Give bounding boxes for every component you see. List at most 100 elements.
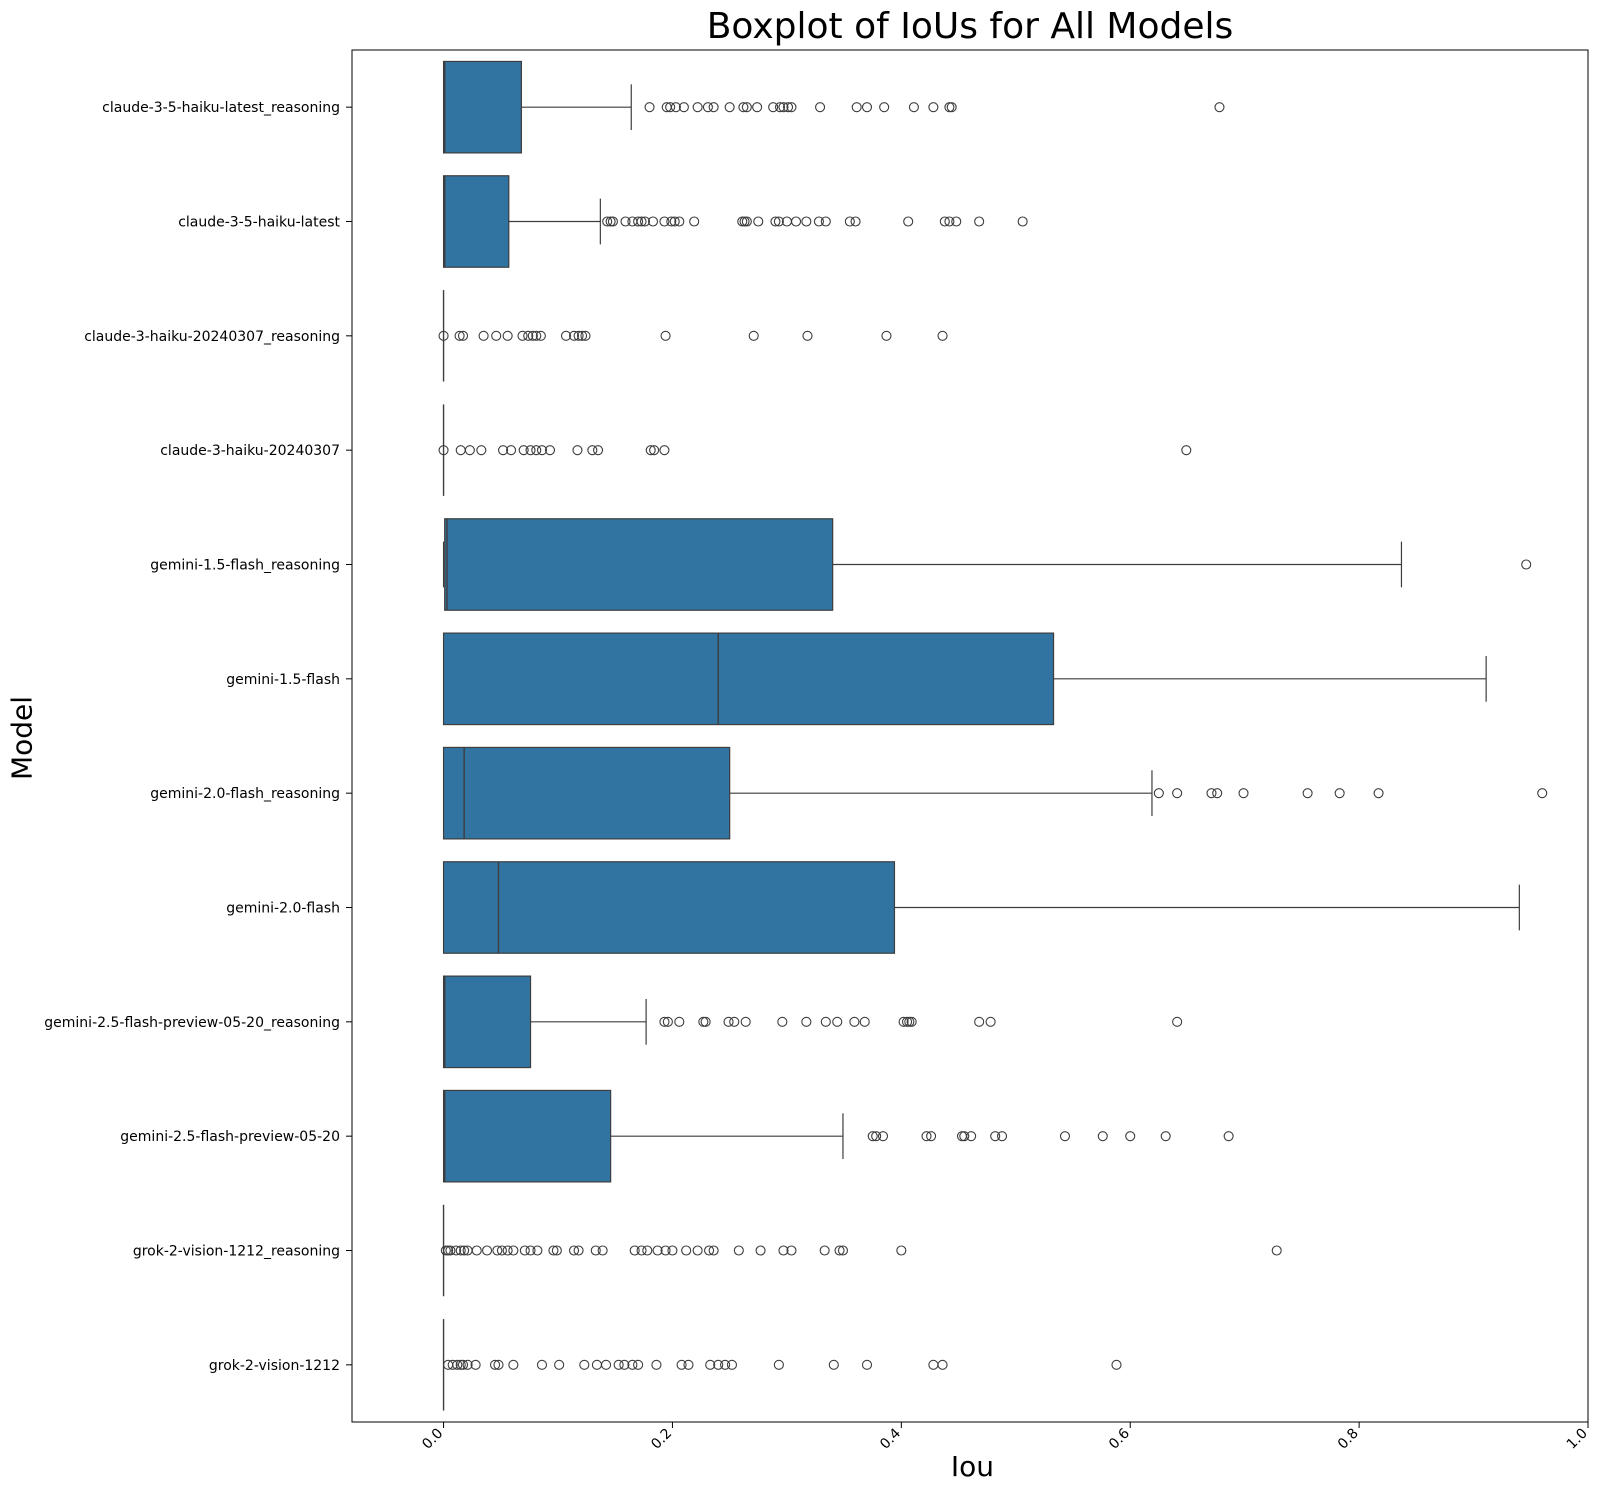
y-tick-label: grok-2-vision-1212: [209, 1358, 340, 1374]
outlier-point: [560, 330, 572, 341]
outlier-point: [662, 1016, 673, 1027]
outlier-point: [601, 1359, 612, 1370]
outlier-point: [871, 1131, 882, 1142]
outlier-point: [471, 1245, 482, 1256]
outlier-point: [1172, 1016, 1183, 1027]
outlier-point: [619, 1359, 630, 1370]
outlier-point: [652, 1245, 663, 1256]
outlier-point: [525, 1245, 536, 1256]
y-tick-label: claude-3-5-haiku-latest_reasoning: [102, 100, 340, 116]
outlier-point: [801, 1016, 812, 1027]
outlier-point: [455, 445, 466, 456]
x-tick-label: 0.0: [419, 1426, 446, 1453]
outlier-point: [447, 1359, 458, 1370]
outlier-point: [834, 1245, 845, 1256]
outlier-point: [1537, 788, 1548, 799]
outlier-point: [926, 1131, 937, 1142]
outlier-point: [613, 1359, 624, 1370]
outlier-point: [579, 1359, 590, 1370]
outlier-point: [532, 1245, 543, 1256]
plot-frame: [351, 49, 1589, 1423]
outlier-point: [768, 102, 779, 113]
box: [442, 975, 532, 1069]
outlier-point: [674, 216, 685, 227]
outlier-point: [481, 1245, 493, 1256]
outlier-point: [1111, 1359, 1122, 1370]
outlier-point: [1206, 788, 1217, 799]
outlier-point: [774, 102, 786, 113]
outlier-point: [928, 102, 939, 113]
outlier-point: [974, 216, 985, 227]
outlier-point: [820, 216, 831, 227]
outlier-point: [1153, 788, 1164, 799]
outlier-point: [573, 330, 584, 341]
y-tick-label: gemini-2.0-flash: [226, 901, 340, 917]
outlier-point: [620, 216, 631, 227]
outlier-point: [491, 330, 502, 341]
outlier-point: [773, 216, 784, 227]
outlier-point: [704, 1245, 715, 1256]
outlier-point: [660, 330, 671, 341]
outlier-point: [819, 1245, 830, 1256]
outlier-point: [850, 216, 861, 227]
outlier-point: [773, 1359, 784, 1370]
y-tick-label: gemini-2.5-flash-preview-05-20: [120, 1129, 340, 1145]
outlier-point: [597, 1245, 608, 1256]
outlier-point: [786, 1245, 797, 1256]
outlier-point: [778, 102, 789, 113]
outlier-point: [627, 1359, 638, 1370]
chart-title: Boxplot of IoUs for All Models: [706, 6, 1234, 47]
outlier-point: [720, 1359, 731, 1370]
outlier-point: [536, 1359, 548, 1370]
outlier-point: [438, 330, 449, 341]
outlier-point: [837, 1245, 849, 1256]
outlier-point: [752, 102, 763, 113]
outlier-point: [790, 216, 802, 227]
outlier-point: [669, 216, 680, 227]
outlier-point: [928, 1359, 939, 1370]
outlier-point: [459, 1245, 470, 1256]
outlier-point: [700, 1016, 711, 1027]
outlier-point: [713, 1359, 724, 1370]
outlier-point: [753, 216, 764, 227]
outlier-point: [1271, 1245, 1282, 1256]
outlier-point: [660, 1245, 671, 1256]
outlier-point: [702, 102, 713, 113]
outlier-point: [1160, 1131, 1171, 1142]
outlier-point: [607, 216, 618, 227]
outlier-point: [692, 1245, 703, 1256]
outlier-point: [478, 330, 489, 341]
outlier-point: [692, 102, 703, 113]
x-tick-label: 0.6: [1106, 1425, 1133, 1452]
outlier-point: [861, 1359, 873, 1370]
y-tick-label: grok-2-vision-1212_reasoning: [133, 1244, 340, 1260]
outlier-point: [451, 1245, 462, 1256]
outlier-point: [770, 216, 781, 227]
box: [442, 861, 896, 954]
outlier-point: [820, 1016, 831, 1027]
outlier-point: [802, 330, 813, 341]
outlier-point: [470, 1359, 481, 1370]
outlier-point: [851, 102, 862, 113]
outlier-point: [576, 330, 588, 341]
outlier-point: [490, 1359, 501, 1370]
x-axis-label: Iou: [950, 1450, 995, 1483]
outlier-point: [587, 445, 598, 456]
outlier-point: [778, 1245, 789, 1256]
outlier-point: [904, 1016, 915, 1027]
outlier-point: [801, 216, 812, 227]
outlier-point: [937, 1359, 948, 1370]
outlier-point: [908, 102, 919, 113]
outlier-point: [454, 330, 465, 341]
outlier-point: [921, 1131, 932, 1142]
outlier-point: [898, 1016, 909, 1027]
outlier-point: [633, 1359, 644, 1370]
y-tick-label: gemini-1.5-flash_reasoning: [150, 558, 340, 574]
box: [442, 632, 1055, 726]
outlier-point: [832, 1016, 843, 1027]
outlier-point: [939, 216, 950, 227]
outlier-point: [1097, 1131, 1108, 1142]
outlier-point: [676, 1359, 687, 1370]
outlier-point: [642, 1245, 653, 1256]
outlier-point: [903, 216, 914, 227]
